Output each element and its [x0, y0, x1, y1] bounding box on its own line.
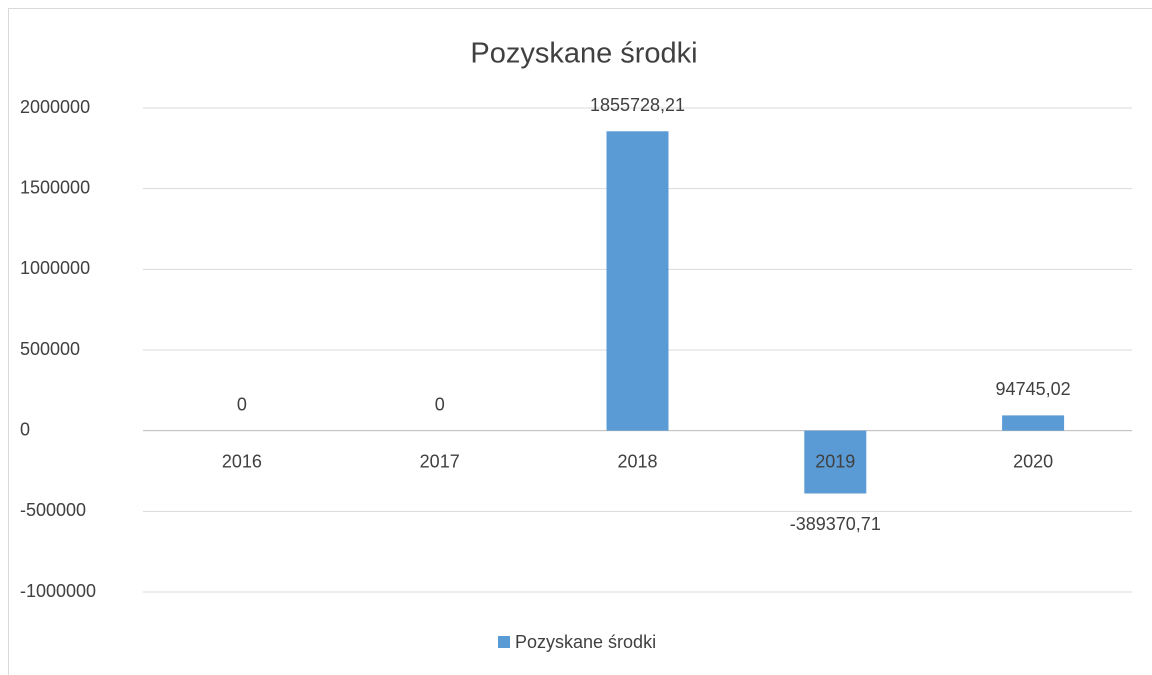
- legend-label: Pozyskane środki: [515, 632, 656, 652]
- y-tick-label: 1500000: [20, 177, 90, 197]
- bar: [606, 131, 669, 431]
- chart-border: [8, 8, 1152, 675]
- data-label: 94745,02: [996, 379, 1071, 399]
- bar: [1002, 415, 1065, 431]
- x-tick-label: 2019: [815, 451, 855, 471]
- bar: [804, 430, 867, 494]
- x-tick-label: 2018: [617, 451, 657, 471]
- y-tick-label: -500000: [20, 500, 86, 520]
- y-tick-label: 500000: [20, 339, 80, 359]
- y-tick-label: 0: [20, 419, 30, 439]
- data-label: 0: [435, 394, 445, 414]
- data-label: -389370,71: [790, 514, 881, 534]
- chart-title: Pozyskane środki: [470, 38, 697, 70]
- data-label: 1855728,21: [590, 95, 685, 115]
- y-tick-label: 2000000: [20, 97, 90, 117]
- legend-swatch: [498, 636, 510, 648]
- data-label: 0: [237, 394, 247, 414]
- x-tick-label: 2017: [420, 451, 460, 471]
- y-tick-label: 1000000: [20, 258, 90, 278]
- x-tick-label: 2020: [1013, 451, 1053, 471]
- x-tick-label: 2016: [222, 451, 262, 471]
- y-tick-label: -1000000: [20, 581, 96, 601]
